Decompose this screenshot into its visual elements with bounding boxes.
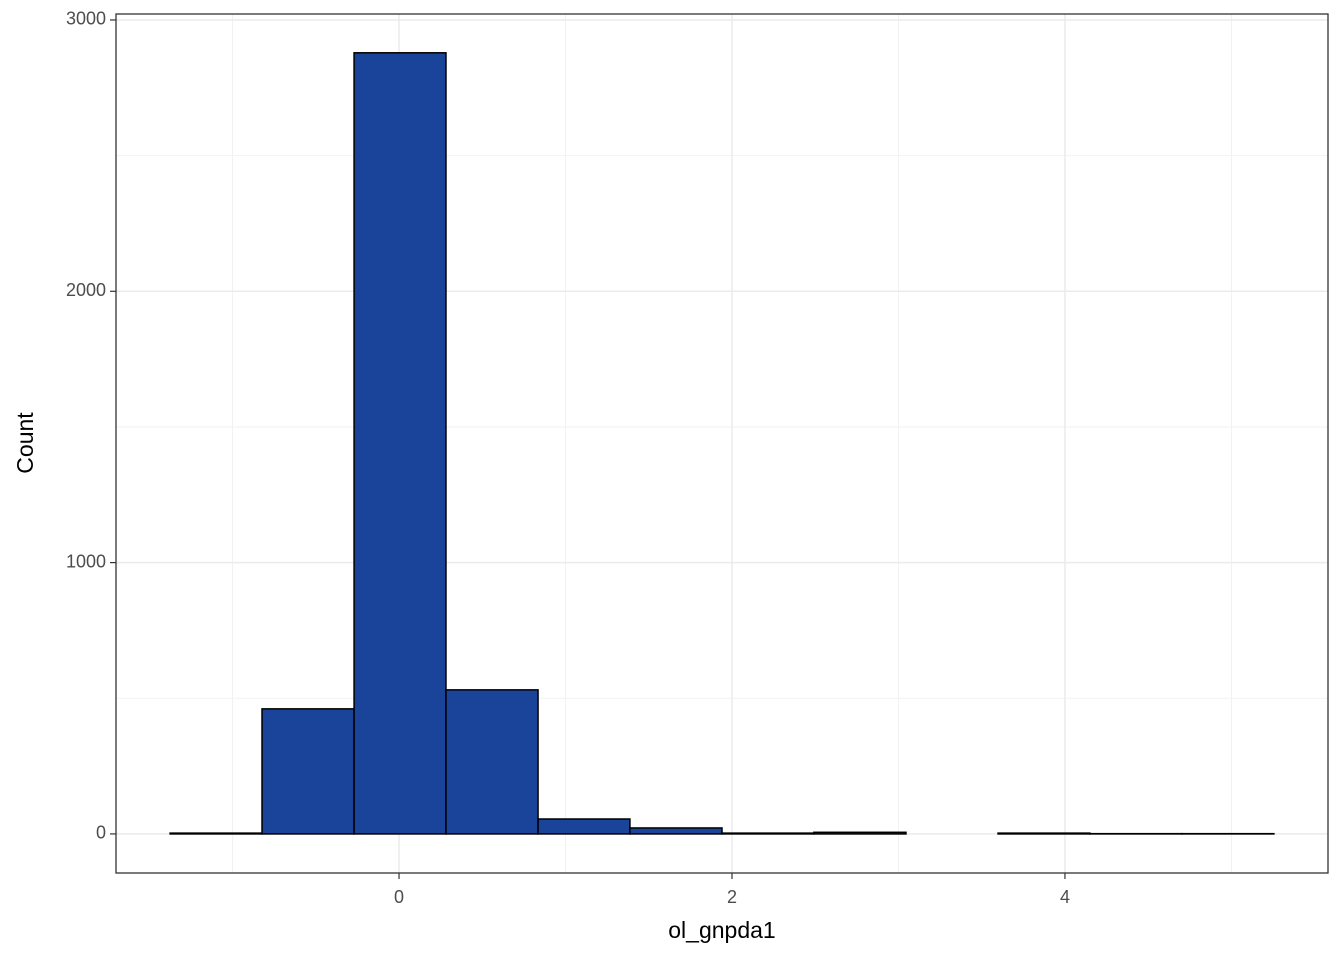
- bar: [169, 832, 263, 835]
- bar: [629, 827, 723, 835]
- bar: [813, 831, 907, 835]
- bar: [537, 818, 631, 835]
- x-tick-label: 4: [1060, 887, 1070, 907]
- bar: [997, 832, 1091, 835]
- y-tick-label: 3000: [66, 9, 106, 29]
- bar: [353, 52, 447, 835]
- x-tick-label: 2: [727, 887, 737, 907]
- y-axis-title: Count: [12, 412, 38, 474]
- y-tick-label: 0: [96, 823, 106, 843]
- bar: [445, 689, 539, 835]
- bar: [261, 708, 355, 835]
- x-tick-label: 0: [394, 887, 404, 907]
- x-axis-title: ol_gnpda1: [668, 917, 775, 943]
- plot-border: [115, 13, 1329, 874]
- y-tick-label: 1000: [66, 551, 106, 571]
- bar: [721, 832, 815, 835]
- y-tick-label: 2000: [66, 280, 106, 300]
